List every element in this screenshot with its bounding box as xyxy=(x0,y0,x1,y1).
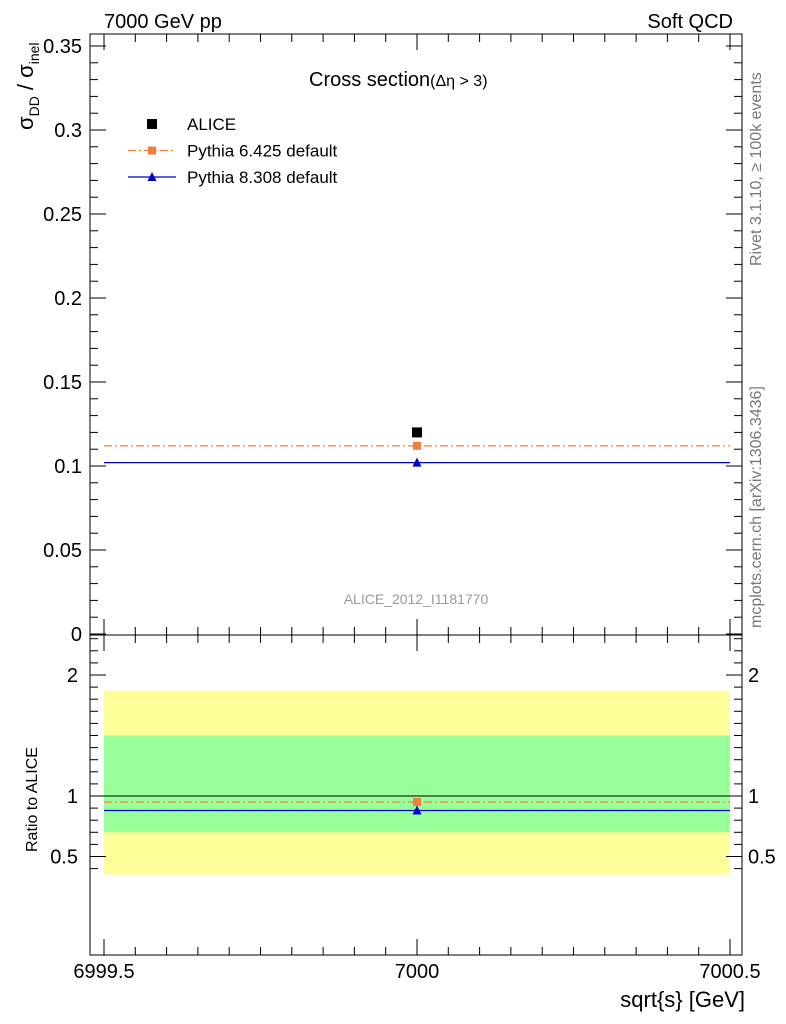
y-tick-label: 0.05 xyxy=(43,540,82,562)
ratio-ylabel: Ratio to ALICE xyxy=(24,747,41,852)
ylabel-sigma-dd: σ xyxy=(13,116,38,130)
data-point xyxy=(413,442,421,450)
ratio-y-tick-label-right: 0.5 xyxy=(748,847,776,869)
legend-label: Pythia 8.308 default xyxy=(187,168,338,187)
x-tick-label: 6999.5 xyxy=(73,961,134,983)
y-tick-label: 0.2 xyxy=(54,288,82,310)
watermark: ALICE_2012_I1181770 xyxy=(344,591,489,607)
legend-label: Pythia 6.425 default xyxy=(187,142,338,161)
ratio-y-tick-label-right: 2 xyxy=(748,665,759,687)
side-text-bottom: mcplots.cern.ch [arXiv:1306.3436] xyxy=(748,386,765,628)
y-tick-label: 0.35 xyxy=(43,36,82,58)
y-tick-label: 0 xyxy=(71,624,82,646)
ylabel-slash-sigma: / σ xyxy=(13,64,38,96)
y-tick-label: 0.25 xyxy=(43,204,82,226)
ylabel-sub-dd: DD xyxy=(26,96,42,116)
x-tick-label: 7000 xyxy=(395,961,440,983)
main-title: Cross section(Δη > 3) xyxy=(309,69,488,91)
main-title-text: Cross section xyxy=(309,69,430,91)
ratio-panel: 0.5 0.5 1 1 2 2 6999.5 7000 7000.5 Ratio to ALIC… xyxy=(24,635,776,1012)
main-ylabel: σDD / σinel xyxy=(13,42,42,130)
legend-marker xyxy=(147,119,157,129)
y-tick-label: 0.3 xyxy=(54,120,82,142)
ratio-y-tick-label-left: 2 xyxy=(67,665,78,687)
data-point xyxy=(412,427,422,437)
header-right: Soft QCD xyxy=(647,11,733,33)
main-series xyxy=(104,427,730,466)
legend-marker xyxy=(148,147,156,155)
ratio-y-tick-label-left: 1 xyxy=(67,786,78,808)
legend-label: ALICE xyxy=(187,115,236,134)
ratio-y-tick-label-left: 0.5 xyxy=(50,847,78,869)
main-panel: 0 0.05 0.1 0.15 0.2 0.25 0.3 0.35 Cross section… xyxy=(13,34,742,646)
y-tick-label: 0.1 xyxy=(54,456,82,478)
ratio-data-point xyxy=(413,798,421,806)
x-tick-label: 7000.5 xyxy=(699,961,760,983)
main-title-sub: (Δη > 3) xyxy=(430,73,487,90)
ratio-y-tick-label-right: 1 xyxy=(748,786,759,808)
legend: ALICE Pythia 6.425 default Pythia 8.308 de… xyxy=(128,115,338,187)
side-text-top: Rivet 3.1.10, ≥ 100k events xyxy=(748,72,765,266)
ratio-bands xyxy=(90,691,742,875)
ratio-band-inner xyxy=(104,736,730,833)
header-left: 7000 GeV pp xyxy=(104,11,222,33)
y-tick-label: 0.15 xyxy=(43,372,82,394)
ylabel-sub-inel: inel xyxy=(26,42,42,64)
x-axis-label: sqrt{s} [GeV] xyxy=(620,987,745,1012)
